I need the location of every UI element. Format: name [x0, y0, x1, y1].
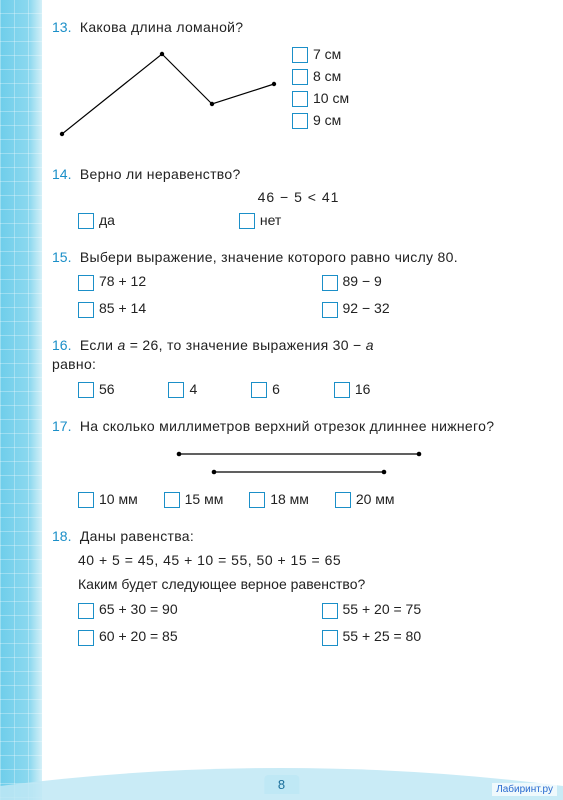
option-label: 78 + 12	[99, 273, 146, 289]
problem-number: 14.	[52, 165, 76, 184]
checkbox[interactable]	[78, 603, 94, 619]
option-label: 85 + 14	[99, 300, 146, 316]
given-equations: 40 + 5 = 45, 45 + 10 = 55, 50 + 15 = 65	[78, 551, 545, 570]
problem-14: 14. Верно ли неравенство? 46 − 5 < 41 да…	[52, 165, 545, 234]
option-label: 18 мм	[270, 491, 309, 507]
problem-text: Выбери выражение, значение которого равн…	[80, 249, 458, 265]
checkbox[interactable]	[251, 382, 267, 398]
variable-a: a	[117, 337, 125, 353]
option-label: 6	[272, 381, 280, 397]
option-label: 92 − 32	[343, 300, 390, 316]
option-label: 15 мм	[185, 491, 224, 507]
option-label: 8 см	[313, 68, 341, 84]
option-label: 20 мм	[356, 491, 395, 507]
text-part: Если	[80, 337, 118, 353]
follow-up-question: Каким будет следующее верное равенство?	[78, 575, 545, 594]
checkbox[interactable]	[78, 302, 94, 318]
option-label: 89 − 9	[343, 273, 382, 289]
option-label: 10 см	[313, 90, 349, 106]
checkbox[interactable]	[78, 492, 94, 508]
problem-18: 18. Даны равенства: 40 + 5 = 45, 45 + 10…	[52, 527, 545, 650]
checkbox[interactable]	[292, 69, 308, 85]
q13-options: 7 см 8 см 10 см 9 см	[292, 45, 371, 151]
problem-text: Верно ли неравенство?	[80, 166, 241, 182]
problem-text: Если a = 26, то значение выражения 30 − …	[52, 337, 374, 372]
problem-13: 13. Какова длина ломаной? 7 см 8 см 10 с…	[52, 18, 545, 151]
problem-number: 17.	[52, 417, 76, 436]
option-label: да	[99, 212, 115, 228]
text-part: равно:	[52, 356, 96, 372]
checkbox[interactable]	[292, 91, 308, 107]
problem-number: 16.	[52, 336, 76, 355]
problem-16: 16. Если a = 26, то значение выражения 3…	[52, 336, 545, 403]
checkbox[interactable]	[168, 382, 184, 398]
option-label: 55 + 25 = 80	[343, 628, 422, 644]
option-label: 16	[355, 381, 371, 397]
checkbox[interactable]	[78, 213, 94, 229]
checkbox[interactable]	[322, 275, 338, 291]
variable-a: a	[366, 337, 374, 353]
checkbox[interactable]	[164, 492, 180, 508]
polyline-figure	[52, 41, 282, 151]
checkbox[interactable]	[322, 603, 338, 619]
option-label: 60 + 20 = 85	[99, 628, 178, 644]
page-footer: 8	[0, 764, 563, 800]
problem-number: 15.	[52, 248, 76, 267]
inequality: 46 − 5 < 41	[52, 188, 545, 207]
segments-figure	[119, 442, 479, 484]
problem-number: 18.	[52, 527, 76, 546]
left-grid-pattern	[0, 0, 42, 800]
checkbox[interactable]	[292, 113, 308, 129]
option-label: 10 мм	[99, 491, 138, 507]
option-label: 7 см	[313, 46, 341, 62]
text-part: = 26, то значение выражения 30 −	[126, 337, 366, 353]
checkbox[interactable]	[78, 275, 94, 291]
option-label: нет	[260, 212, 281, 228]
checkbox[interactable]	[335, 492, 351, 508]
checkbox[interactable]	[322, 302, 338, 318]
problem-17: 17. На сколько миллиметров верхний отрез…	[52, 417, 545, 513]
checkbox[interactable]	[249, 492, 265, 508]
checkbox[interactable]	[239, 213, 255, 229]
option-label: 4	[189, 381, 197, 397]
option-label: 56	[99, 381, 115, 397]
problem-number: 13.	[52, 18, 76, 37]
checkbox[interactable]	[78, 630, 94, 646]
checkbox[interactable]	[334, 382, 350, 398]
page-number: 8	[264, 775, 299, 794]
problem-text: Какова длина ломаной?	[80, 19, 243, 35]
checkbox[interactable]	[322, 630, 338, 646]
watermark: Лабиринт.ру	[492, 783, 557, 796]
checkbox[interactable]	[78, 382, 94, 398]
problem-text: Даны равенства:	[80, 528, 194, 544]
problem-text: На сколько миллиметров верхний отрезок д…	[80, 418, 494, 434]
page-content: 13. Какова длина ломаной? 7 см 8 см 10 с…	[52, 18, 545, 760]
option-label: 9 см	[313, 112, 341, 128]
problem-15: 15. Выбери выражение, значение которого …	[52, 248, 545, 323]
checkbox[interactable]	[292, 47, 308, 63]
option-label: 55 + 20 = 75	[343, 601, 422, 617]
option-label: 65 + 30 = 90	[99, 601, 178, 617]
